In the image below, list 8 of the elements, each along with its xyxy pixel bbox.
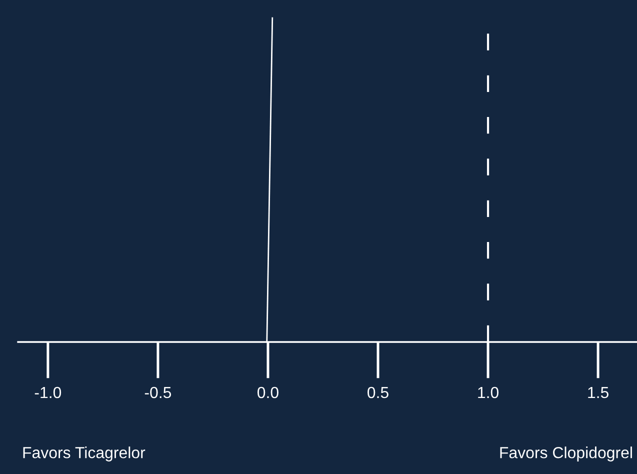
text: Favors Clopidogrel (500, 446, 632, 462)
x-tick-label: 0.0 (258, 386, 278, 398)
x-tick-label: 1.0 (478, 386, 499, 398)
x-tick-label: 1.5 (588, 387, 608, 398)
x-tick-label: -0.5 (144, 386, 172, 398)
x-tick-label: 0.5 (368, 386, 388, 398)
x-tick-label: -1.0 (34, 386, 62, 398)
text: Favors Ticagrelor (23, 446, 146, 462)
